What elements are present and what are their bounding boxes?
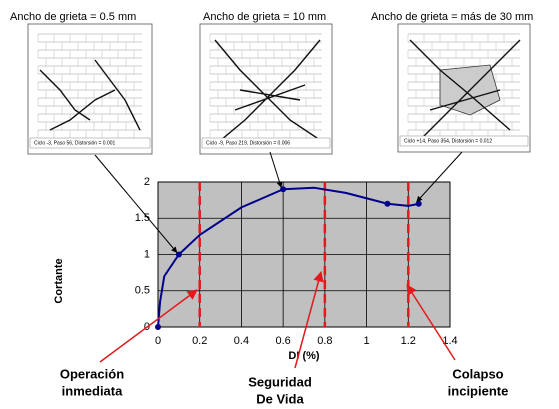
y-axis-label: Cortante bbox=[53, 258, 65, 303]
x-tick-label: 0.4 bbox=[234, 335, 249, 347]
annotation-arrow bbox=[406, 284, 456, 361]
x-tick-label: 0.8 bbox=[317, 335, 332, 347]
panel-title: Ancho de grieta = 10 mm bbox=[203, 11, 326, 23]
x-tick-label: 1.4 bbox=[442, 335, 457, 347]
annotation-arrow bbox=[99, 289, 198, 363]
crack bbox=[39, 59, 141, 131]
panel-caption: Ciclo -9, Paso 219, Distorsión = 0.006 bbox=[206, 140, 290, 146]
annotation: incipiente bbox=[448, 383, 509, 398]
data-point bbox=[280, 186, 287, 193]
x-axis-label: DI (%) bbox=[288, 350, 320, 362]
y-tick-label: 2 bbox=[144, 176, 150, 188]
x-tick-label: 0.6 bbox=[275, 335, 290, 347]
wall-frame bbox=[27, 23, 153, 155]
caption-box bbox=[201, 137, 331, 149]
y-tick-label: 0.5 bbox=[135, 285, 150, 297]
data-point bbox=[175, 251, 182, 258]
panel-caption: Ciclo -3, Paso 56, Distorsión = 0.001 bbox=[34, 140, 116, 146]
data-point bbox=[415, 200, 422, 207]
x-tick-label: 1 bbox=[364, 335, 370, 347]
annotation: Operación bbox=[60, 366, 124, 381]
crack bbox=[214, 39, 321, 146]
annotation: inmediata bbox=[62, 383, 123, 398]
connector bbox=[269, 151, 283, 188]
connector bbox=[416, 151, 463, 203]
x-tick-label: 0 bbox=[155, 335, 161, 347]
data-line bbox=[157, 186, 419, 328]
caption-box bbox=[29, 137, 151, 149]
x-tick-label: 1.2 bbox=[401, 335, 416, 347]
y-tick-label: 1 bbox=[144, 248, 150, 260]
data-point bbox=[155, 324, 161, 330]
annotation: Seguridad bbox=[248, 374, 312, 389]
annotation: De Vida bbox=[256, 391, 304, 406]
y-tick-label: 1.5 bbox=[135, 212, 150, 224]
annotation-arrow bbox=[294, 270, 324, 369]
plot-border bbox=[157, 181, 451, 328]
caption-box bbox=[399, 135, 529, 147]
panel-title: Ancho de grieta = 0.5 mm bbox=[10, 11, 136, 23]
annotation: Colapso bbox=[452, 366, 503, 381]
panel-caption: Ciclo +14, Paso 354, Distorsión = 0.012 bbox=[404, 138, 492, 144]
data-point bbox=[384, 200, 391, 207]
panel-title: Ancho de grieta = más de 30 mm bbox=[371, 11, 533, 23]
x-tick-label: 0.2 bbox=[192, 335, 207, 347]
connector bbox=[94, 154, 178, 253]
crack bbox=[409, 39, 521, 141]
